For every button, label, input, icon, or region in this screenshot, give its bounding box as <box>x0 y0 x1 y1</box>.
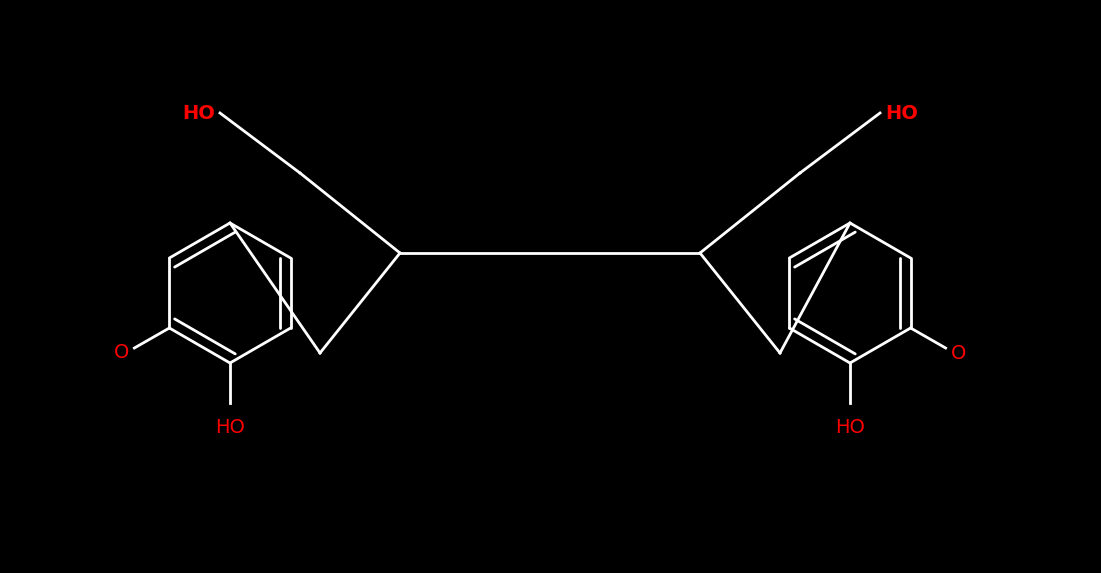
Text: HO: HO <box>182 104 215 123</box>
Text: HO: HO <box>835 418 865 437</box>
Text: O: O <box>950 343 966 363</box>
Text: O: O <box>115 343 130 363</box>
Text: HO: HO <box>215 418 244 437</box>
Text: HO: HO <box>885 104 918 123</box>
